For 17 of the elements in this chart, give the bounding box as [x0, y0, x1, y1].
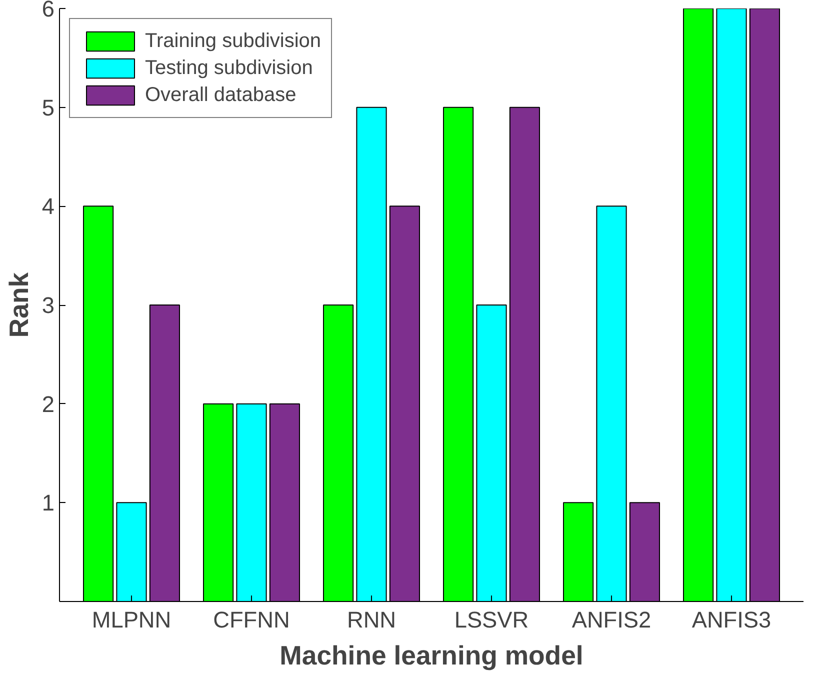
legend-label: Testing subdivision — [145, 56, 313, 80]
y-tick-label: 1 — [42, 490, 55, 516]
x-tick-label: CFFNN — [213, 606, 290, 632]
y-tick-label: 3 — [42, 292, 55, 318]
x-tick-label: MLPNN — [92, 606, 172, 632]
y-tick-label: 2 — [42, 390, 55, 417]
y-tick-label: 4 — [42, 193, 55, 220]
y-axis-title: Rank — [4, 272, 34, 338]
x-tick-label: ANFIS2 — [572, 606, 652, 632]
x-axis-title: Machine learning model — [280, 640, 584, 670]
y-tick-label: 5 — [42, 94, 55, 120]
x-tick-label: LSSVR — [454, 606, 529, 632]
legend-label: Training subdivision — [145, 30, 322, 52]
legend-label: Overall database — [145, 84, 296, 106]
x-tick-label: RNN — [346, 606, 396, 632]
x-tick-label: ANFIS3 — [692, 606, 772, 632]
y-tick-label: 6 — [42, 0, 55, 22]
